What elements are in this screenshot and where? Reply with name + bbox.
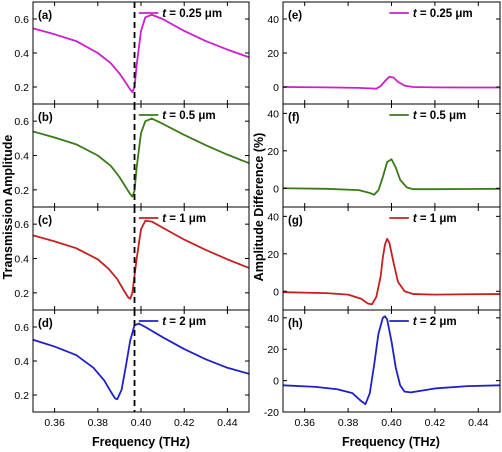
y-tick-label: 40 xyxy=(267,108,279,120)
series-line xyxy=(283,315,500,406)
series-line xyxy=(33,13,249,93)
y-tick-label: 0.2 xyxy=(14,82,29,94)
panel-label: (a) xyxy=(38,10,52,22)
x-axis-title-right: Frequency (THz) xyxy=(342,435,440,449)
legend-label: t = 0.25 μm xyxy=(162,8,222,20)
legend-label: t = 1 μm xyxy=(162,213,206,225)
panel-b: 0.2 0.4 0.6 (b) t = 0.5 μm xyxy=(14,103,250,208)
plot-frame xyxy=(32,103,250,208)
y-tick-label: 0.6 xyxy=(14,14,29,26)
y-tick-label: 0.6 xyxy=(14,116,29,128)
legend-label: t = 1 μm xyxy=(413,213,457,225)
y-axis-title-left: Transmission Amplitude xyxy=(1,135,15,280)
y-tick-label: 0 xyxy=(273,286,279,298)
legend-variable: t xyxy=(413,213,418,225)
series-line xyxy=(283,75,500,90)
legend-label: t = 2 μm xyxy=(413,316,457,328)
legend-variable: t xyxy=(413,316,418,328)
x-tick-label: 0.42 xyxy=(174,417,195,429)
x-axis-title-left: Frequency (THz) xyxy=(92,435,190,449)
panel-a: 0.2 0.4 0.6 (a) t = 0.25 μm xyxy=(14,1,250,105)
legend-value: = 0.25 μm xyxy=(166,8,222,20)
y-tick-label: 0 xyxy=(273,82,279,94)
plot-frame xyxy=(282,103,501,208)
x-tick-label: 0.44 xyxy=(217,417,238,429)
x-tick-label: 0.36 xyxy=(294,417,315,429)
x-tick-label: 0.38 xyxy=(88,417,109,429)
y-tick-label: 0.2 xyxy=(14,185,29,197)
legend-variable: t xyxy=(162,8,167,20)
legend-value: = 1 μm xyxy=(166,213,206,225)
legend-value: = 1 μm xyxy=(417,213,457,225)
legend-value: = 2 μm xyxy=(166,316,206,328)
panel-label: (f) xyxy=(288,112,300,124)
series-line xyxy=(283,158,500,196)
plot-frame xyxy=(282,309,501,413)
series-line xyxy=(283,237,500,306)
y-tick-label: 0.2 xyxy=(14,288,29,300)
panel-label: (c) xyxy=(38,215,52,227)
legend-label: t = 0.5 μm xyxy=(413,110,466,122)
y-tick-label: -20 xyxy=(264,407,279,419)
legend-label: t = 0.5 μm xyxy=(162,110,215,122)
y-tick-label: 0.4 xyxy=(14,151,29,163)
legend-label: t = 2 μm xyxy=(162,316,206,328)
y-tick-label: 0 xyxy=(273,376,279,388)
panel-e: 0 20 40 (e) t = 0.25 μm xyxy=(267,1,501,105)
y-tick-label: 40 xyxy=(267,313,279,325)
y-axis-title-right: Amplitude Difference (%) xyxy=(252,133,266,282)
y-tick-label: 40 xyxy=(267,211,279,223)
panel-label: (b) xyxy=(38,112,53,124)
series-line xyxy=(33,117,249,198)
series-line xyxy=(33,219,249,300)
y-tick-label: 20 xyxy=(267,146,279,158)
panel-label: (d) xyxy=(38,318,53,330)
x-tick-label: 0.44 xyxy=(468,417,489,429)
panel-d: 0.2 0.4 0.6 0.36 0.38 0.40 0.42 0.44 (d) t = 2 μm xyxy=(14,309,250,429)
legend-value: = 2 μm xyxy=(417,316,457,328)
legend-label: t = 0.25 μm xyxy=(413,8,473,20)
y-tick-label: 20 xyxy=(267,48,279,60)
series-line xyxy=(33,322,249,401)
panel-label: (h) xyxy=(288,318,303,330)
y-tick-label: 20 xyxy=(267,344,279,356)
panel-h: -20 0 20 40 0.36 0.38 0.40 0.42 0.44 (h) t = 2 μm xyxy=(264,309,501,429)
panel-g: 0 20 40 (g) t = 1 μm xyxy=(267,206,501,311)
y-tick-label: 0.4 xyxy=(14,356,29,368)
panel-label: (e) xyxy=(288,10,302,22)
y-tick-label: 0.4 xyxy=(14,254,29,266)
legend-variable: t xyxy=(162,110,167,122)
x-tick-label: 0.36 xyxy=(44,417,65,429)
y-tick-label: 0.6 xyxy=(14,322,29,334)
y-tick-label: 20 xyxy=(267,249,279,261)
y-tick-label: 0 xyxy=(273,183,279,195)
y-tick-label: 0.6 xyxy=(14,219,29,231)
legend-variable: t xyxy=(413,110,418,122)
panel-f: 0 20 40 (f) t = 0.5 μm xyxy=(267,103,501,208)
panel-label: (g) xyxy=(288,215,303,227)
legend-variable: t xyxy=(162,213,167,225)
legend-value: = 0.5 μm xyxy=(417,110,467,122)
x-tick-label: 0.40 xyxy=(131,417,152,429)
y-tick-label: 0.4 xyxy=(14,48,29,60)
y-tick-label: 0.2 xyxy=(14,390,29,402)
legend-value: = 0.5 μm xyxy=(166,110,216,122)
legend-variable: t xyxy=(162,316,167,328)
panel-c: 0.2 0.4 0.6 (c) t = 1 μm xyxy=(14,206,250,311)
x-tick-label: 0.38 xyxy=(338,417,359,429)
y-tick-label: 40 xyxy=(267,14,279,26)
x-tick-label: 0.42 xyxy=(425,417,446,429)
legend-value: = 0.25 μm xyxy=(417,8,473,20)
plot-frame xyxy=(32,206,250,311)
legend-variable: t xyxy=(413,8,418,20)
x-tick-label: 0.40 xyxy=(381,417,402,429)
